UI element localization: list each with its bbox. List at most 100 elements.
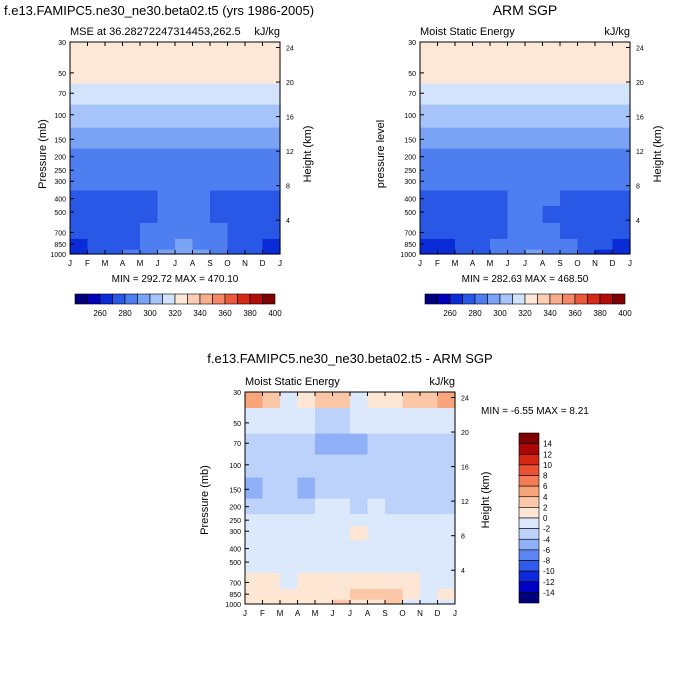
x-tick-label: J [523,259,527,268]
contour-cell [192,222,211,239]
contour-cell [350,555,369,573]
contour-cell [350,539,369,556]
contour-cell [367,572,386,589]
colorbar-box [518,475,540,487]
contour-cell [175,104,194,128]
contour-cell [385,555,404,573]
contour-cell [280,539,299,556]
colorbar-box [518,592,540,604]
contour-cell [175,42,194,59]
contour-cell [577,42,596,59]
contour-cell [507,249,526,255]
x-tick-label: J [331,609,335,618]
contour-cell [87,238,106,250]
contour-cell [612,148,631,165]
contour-cell [560,189,579,206]
height-tick-label: 4 [636,218,640,225]
contour-cell [367,407,386,434]
colorbar-label: 380 [593,309,607,318]
x-tick-label: D [610,259,616,268]
contour-cell [122,175,141,191]
x-tick-label: F [85,259,90,268]
contour-cell [262,127,281,149]
contour-cell [542,42,561,59]
contour-cell [367,392,386,409]
contour-cell [122,163,141,177]
contour-cell [420,249,439,255]
contour-cell [472,42,491,59]
contour-cell [70,175,89,191]
contour-cell [245,454,264,478]
contour-cell [402,555,421,573]
contour-cell [227,238,246,250]
obs-mse-panel: Moist Static Energy kJ/kg J F M A M J J A S O N D J 3… [375,26,664,318]
y-tick-label: 400 [229,547,241,554]
contour-cell [140,238,159,250]
x-tick-label: A [295,609,301,618]
y-tick-label: 150 [229,487,241,494]
contour-cell [122,238,141,250]
contour-cell [122,127,141,149]
obs-plot-units: kJ/kg [604,26,630,38]
contour-cell [175,249,194,255]
colorbar-label: 340 [193,309,207,318]
x-tick-label: D [260,259,266,268]
contour-cell [402,407,421,434]
contour-cell [192,205,211,223]
height-tick-label: 24 [636,45,644,52]
contour-cell [157,189,176,206]
contour-cell [297,392,316,409]
contour-cell [245,513,264,527]
contour-cell [157,127,176,149]
contour-cell [245,104,264,128]
contour-cell [87,127,106,149]
height-tick-label: 16 [636,115,644,122]
colorbar-label: 280 [468,309,482,318]
colorbar-box [449,293,463,305]
contour-cell [297,498,316,515]
colorbar-box [537,293,551,305]
colorbar-label: 300 [143,309,157,318]
x-tick-label: O [399,609,405,618]
x-tick-label: F [260,609,265,618]
contour-cell [560,175,579,191]
contour-cell [612,175,631,191]
contour-cell [367,539,386,556]
contour-cell [262,163,281,177]
contour-cell [402,525,421,541]
contour-cell [437,222,456,239]
contour-cell [420,189,439,206]
contour-cell [262,525,281,541]
contour-cell [612,238,631,250]
contour-cell [87,163,106,177]
contour-cell [140,175,159,191]
colorbar-box [212,293,226,305]
diff-right-axis-label: Height (km) [480,472,492,529]
contour-cell [595,222,614,239]
contour-cell [472,205,491,223]
x-tick-label: J [243,609,247,618]
contour-cell [105,57,124,84]
contour-cell [437,205,456,223]
x-tick-label: J [156,259,160,268]
y-tick-label: 50 [233,421,241,428]
contour-cell [420,163,439,177]
y-tick-label: 300 [54,179,66,186]
contour-cell [157,175,176,191]
colorbar-box [518,453,540,466]
contour-cell [525,175,544,191]
contour-cell [175,148,194,165]
contour-cell [542,163,561,177]
contour-cell [437,392,456,409]
contour-cell [560,83,579,105]
contour-cell [595,189,614,206]
contour-cell [262,599,281,605]
contour-cell [612,222,631,239]
x-tick-label: A [540,259,546,268]
contour-cell [612,83,631,105]
contour-cell [402,513,421,527]
y-tick-label: 100 [404,113,416,120]
contour-cell [455,83,474,105]
contour-cell [577,205,596,223]
